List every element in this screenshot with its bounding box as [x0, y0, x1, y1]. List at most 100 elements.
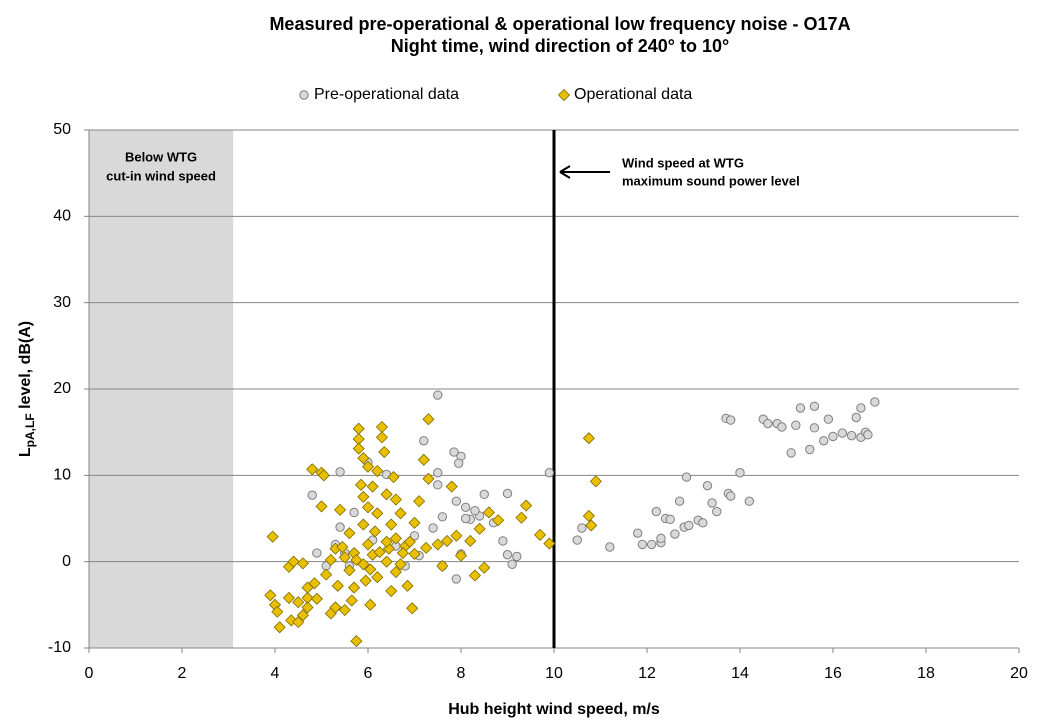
data-point	[470, 506, 480, 516]
data-point	[702, 480, 713, 491]
data-point	[371, 464, 384, 478]
data-point	[417, 453, 430, 466]
data-point	[823, 414, 834, 424]
data-point	[301, 601, 314, 614]
data-point	[507, 559, 517, 569]
data-point	[863, 430, 873, 440]
data-point	[419, 436, 429, 446]
data-point	[324, 553, 337, 567]
data-point	[361, 460, 375, 473]
data-point	[408, 516, 421, 529]
data-point	[266, 530, 279, 543]
data-point	[433, 480, 443, 490]
data-point	[320, 568, 333, 581]
x-tick-label: 2	[178, 665, 187, 682]
x-axis-label: Hub height wind speed, m/s	[448, 701, 660, 718]
data-point	[331, 579, 344, 592]
data-point	[364, 563, 377, 576]
data-point	[698, 518, 708, 528]
data-point	[271, 605, 284, 618]
data-point	[777, 422, 787, 432]
data-point	[380, 555, 393, 568]
data-point	[401, 579, 414, 592]
data-point	[335, 467, 345, 477]
data-point	[287, 555, 300, 568]
data-point	[809, 423, 820, 433]
shaded-region-label: cut-in wind speed	[106, 168, 216, 183]
y-tick-label: 10	[53, 467, 71, 484]
data-point	[359, 574, 372, 587]
data-point	[870, 397, 880, 407]
data-point	[350, 553, 363, 567]
data-point	[684, 520, 694, 531]
data-point	[312, 548, 322, 558]
data-point	[375, 431, 389, 444]
data-point	[440, 534, 454, 548]
chart-title: Measured pre-operational & operational l…	[269, 14, 850, 34]
data-point	[264, 589, 277, 602]
data-point	[707, 498, 717, 508]
data-point	[292, 596, 305, 609]
data-point	[791, 420, 801, 430]
data-point	[273, 621, 286, 634]
data-point	[338, 603, 351, 617]
data-point	[674, 496, 685, 506]
data-point	[837, 428, 847, 438]
data-point	[651, 506, 661, 517]
data-point	[572, 535, 582, 545]
annotation-text: maximum sound power level	[622, 173, 800, 188]
data-point	[357, 452, 370, 465]
data-point	[371, 571, 384, 584]
data-point	[282, 591, 296, 604]
data-point	[380, 535, 393, 548]
x-tick-label: 10	[545, 665, 563, 682]
data-point	[449, 447, 459, 457]
data-point	[633, 528, 643, 538]
data-point	[334, 503, 347, 516]
data-point	[433, 390, 443, 400]
data-point	[670, 529, 680, 539]
data-point	[329, 601, 342, 614]
data-point	[389, 493, 402, 506]
data-point	[464, 534, 477, 548]
data-point	[809, 401, 820, 411]
data-point	[361, 538, 375, 551]
data-point	[343, 564, 356, 577]
data-point	[515, 511, 528, 524]
data-point	[856, 403, 866, 413]
data-point	[375, 420, 389, 434]
y-label-main: L	[17, 447, 34, 457]
data-point	[296, 557, 309, 570]
data-point	[445, 480, 458, 493]
data-point	[637, 539, 648, 550]
data-point	[350, 635, 363, 648]
data-point	[406, 602, 419, 615]
data-point	[589, 475, 602, 488]
data-point	[498, 536, 508, 546]
data-point	[307, 490, 317, 500]
data-point	[408, 547, 421, 560]
data-point	[744, 496, 754, 506]
shaded-region-label: Below WTG	[125, 149, 197, 164]
x-tick-label: 18	[917, 665, 935, 682]
data-point	[451, 496, 462, 506]
data-point	[310, 592, 323, 605]
data-point	[357, 518, 370, 531]
data-point	[364, 598, 377, 611]
data-point	[422, 413, 435, 426]
data-point	[828, 431, 838, 442]
data-point	[354, 478, 368, 491]
y-tick-label: 20	[53, 380, 71, 397]
data-point	[315, 500, 328, 513]
annotation-arrowhead	[559, 165, 571, 179]
data-point	[366, 480, 379, 493]
data-point	[451, 574, 462, 584]
data-point	[795, 403, 806, 413]
data-point	[585, 519, 598, 532]
annotation-text: Wind speed at WTG	[622, 155, 744, 170]
data-point	[420, 541, 433, 554]
data-point	[726, 491, 736, 501]
data-point	[373, 546, 386, 559]
x-tick-label: 20	[1010, 665, 1028, 682]
